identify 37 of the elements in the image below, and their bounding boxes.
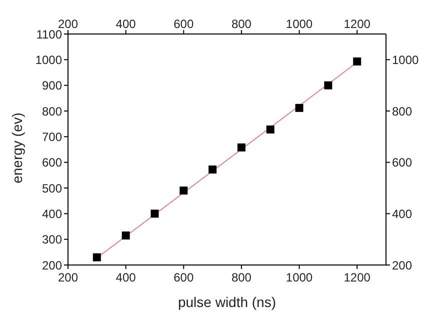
point: [180, 186, 188, 195]
x2-tick-label: 200: [58, 270, 78, 285]
x2-tick-label: 600: [174, 270, 194, 285]
point: [324, 81, 332, 90]
y2-tick-label: 600: [392, 156, 412, 170]
y-tick-label: 800: [42, 104, 62, 118]
y-tick-label: 300: [42, 232, 62, 247]
x-tick-label: 600: [174, 17, 194, 31]
y-tick-label: 900: [42, 78, 62, 93]
y2-tick-label: 1000: [392, 52, 420, 67]
point: [150, 210, 159, 218]
x-axis-title: pulse width (ns): [178, 294, 276, 310]
y-axis-title: energy (ev): [9, 112, 25, 184]
x-tick-label: 1200: [344, 17, 371, 31]
y-tick-label: 700: [42, 130, 62, 144]
y-tick-label: 600: [42, 156, 62, 170]
y-tick-label: 400: [42, 206, 62, 221]
point: [92, 253, 101, 262]
point: [266, 125, 274, 134]
y2-tick-label: 800: [392, 104, 412, 118]
point: [295, 104, 304, 112]
point: [353, 57, 362, 66]
y-tick-label: 1000: [35, 52, 62, 67]
y2-tick-label: 200: [392, 258, 412, 272]
y-tick-label: 500: [42, 181, 62, 196]
y2-tick-label: 400: [392, 206, 412, 221]
x-tick-label: 400: [116, 17, 136, 31]
x-tick-label: 800: [231, 17, 252, 31]
x2-tick-label: 1000: [286, 270, 313, 285]
y-tick-label: 200: [42, 258, 62, 272]
point: [237, 143, 246, 152]
x-tick-label: 1000: [286, 17, 313, 31]
point: [122, 231, 130, 240]
x2-tick-label: 400: [116, 270, 136, 285]
x2-tick-label: 800: [231, 270, 252, 285]
point: [208, 166, 217, 174]
x2-tick-label: 1200: [344, 270, 371, 285]
